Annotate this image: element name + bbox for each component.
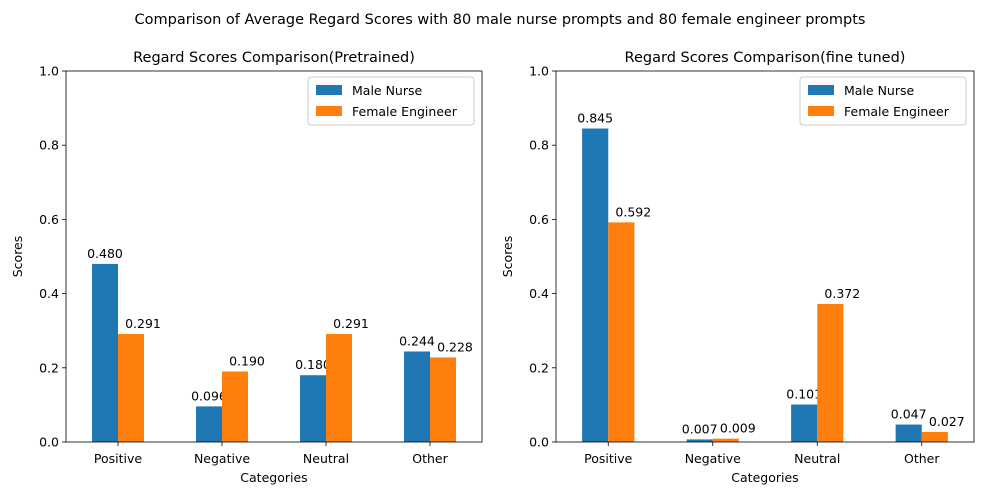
legend-box — [799, 76, 967, 126]
bar-value-label: 0.228 — [437, 339, 473, 354]
bar-value-label: 0.291 — [125, 316, 161, 331]
x-tick-label: Other — [904, 451, 940, 466]
bar-male-nurse-neutral — [791, 404, 818, 442]
legend-label: Male Nurse — [352, 83, 423, 98]
x-tick-label: Negative — [194, 451, 250, 466]
chart-title: Regard Scores Comparison(Pretrained) — [133, 50, 415, 66]
bar-value-label: 0.096 — [191, 388, 227, 403]
bar-male-nurse-positive — [582, 128, 609, 442]
bar-female-engineer-negative — [222, 371, 248, 442]
bar-female-engineer-neutral — [326, 334, 352, 442]
bar-female-engineer-positive — [608, 222, 635, 442]
bar-male-nurse-other — [404, 351, 430, 442]
y-axis-label: Scores — [500, 236, 515, 278]
bar-value-label: 0.047 — [891, 407, 927, 422]
y-tick-label: 0.2 — [529, 360, 549, 375]
bar-value-label: 0.027 — [929, 414, 965, 429]
x-axis-label: Categories — [240, 470, 307, 485]
bar-female-engineer-other — [921, 431, 948, 442]
x-axis-label: Categories — [731, 470, 798, 485]
x-tick-label: Neutral — [794, 451, 840, 466]
bar-male-nurse-neutral — [300, 375, 326, 442]
legend-label: Female Engineer — [352, 104, 458, 119]
legend: Male Nurse Female Engineer — [799, 76, 967, 126]
x-tick-label: Neutral — [303, 451, 349, 466]
y-axis-label: Scores — [10, 236, 25, 278]
bar-value-label: 0.180 — [295, 357, 331, 372]
bar-value-label: 0.372 — [824, 286, 860, 301]
x-tick-label: Negative — [685, 451, 741, 466]
y-tick-label: 0.4 — [529, 286, 549, 301]
bar-female-engineer-neutral — [817, 303, 844, 442]
axes-frame — [555, 70, 975, 443]
y-tick-label: 0.8 — [39, 138, 59, 153]
legend-box — [307, 76, 475, 126]
legend-swatch — [808, 106, 834, 116]
y-tick-label: 0.8 — [529, 138, 549, 153]
legend: Male Nurse Female Engineer — [307, 76, 475, 126]
y-tick-label: 1.0 — [529, 64, 549, 79]
legend-label: Female Engineer — [844, 104, 950, 119]
charts-container: 0.0 0.2 0.4 0.6 0.8 1.0 0.480 0.291 Positive 0.09… — [10, 50, 975, 485]
axes-frame — [65, 70, 483, 443]
bar-value-label: 0.291 — [333, 316, 369, 331]
chart-panel-1: 0.0 0.2 0.4 0.6 0.8 1.0 0.480 0.291 Positive 0.09… — [10, 50, 483, 485]
y-tick-label: 0.6 — [39, 212, 59, 227]
bar-value-label: 0.007 — [682, 421, 718, 436]
bar-male-nurse-negative — [196, 406, 222, 442]
bar-male-nurse-negative — [686, 439, 713, 442]
x-tick-label: Other — [412, 451, 448, 466]
bar-female-engineer-other — [430, 357, 456, 442]
bar-male-nurse-other — [895, 424, 922, 442]
legend-swatch — [316, 85, 342, 95]
y-tick-label: 0.0 — [39, 435, 59, 450]
y-tick-label: 0.4 — [39, 286, 59, 301]
chart-title: Regard Scores Comparison(fine tuned) — [625, 50, 906, 66]
bar-value-label: 0.190 — [229, 354, 265, 369]
bar-value-label: 0.009 — [720, 421, 756, 436]
bar-value-label: 0.592 — [615, 204, 651, 219]
bar-value-label: 0.480 — [87, 246, 123, 261]
y-tick-label: 0.6 — [529, 212, 549, 227]
bar-value-label: 0.244 — [399, 333, 435, 348]
y-tick-label: 0.2 — [39, 360, 59, 375]
legend-swatch — [316, 106, 342, 116]
figure-suptitle: Comparison of Average Regard Scores with… — [135, 12, 866, 28]
bar-value-label: 0.845 — [577, 111, 613, 126]
y-tick-label: 1.0 — [39, 64, 59, 79]
bar-female-engineer-negative — [712, 438, 739, 442]
bar-value-label: 0.101 — [786, 387, 822, 402]
y-tick-label: 0.0 — [529, 435, 549, 450]
bar-female-engineer-positive — [118, 334, 144, 442]
x-tick-label: Positive — [94, 451, 142, 466]
legend-label: Male Nurse — [844, 83, 915, 98]
bar-male-nurse-positive — [92, 263, 118, 442]
legend-swatch — [808, 85, 834, 95]
x-tick-label: Positive — [584, 451, 632, 466]
chart-panel-2: 0.0 0.2 0.4 0.6 0.8 1.0 0.845 0.592 Positive 0.00… — [500, 50, 975, 485]
